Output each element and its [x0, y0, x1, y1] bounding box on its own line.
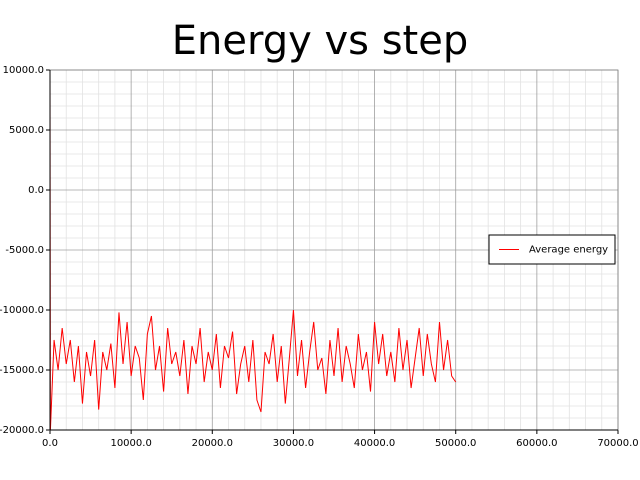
- y-tick-label: -10000.0: [0, 305, 44, 316]
- x-tick-label: 0.0: [42, 438, 58, 449]
- y-tick-label: -20000.0: [0, 425, 44, 436]
- y-tick-label: -15000.0: [0, 365, 44, 376]
- y-tick-label: 0.0: [28, 185, 44, 196]
- x-tick-label: 60000.0: [516, 438, 557, 449]
- x-tick-label: 10000.0: [110, 438, 151, 449]
- legend-label: Average energy: [529, 245, 608, 256]
- x-tick-label: 30000.0: [273, 438, 314, 449]
- chart-title: Energy vs step: [172, 18, 469, 64]
- x-tick-label: 40000.0: [354, 438, 395, 449]
- y-tick-label: 5000.0: [9, 125, 44, 136]
- y-tick-label: 10000.0: [3, 65, 44, 76]
- data-line: [49, 69, 457, 431]
- x-tick-label: 50000.0: [435, 438, 476, 449]
- x-tick-label: 70000.0: [597, 438, 638, 449]
- y-tick-label: -5000.0: [5, 245, 44, 256]
- x-tick-label: 20000.0: [192, 438, 233, 449]
